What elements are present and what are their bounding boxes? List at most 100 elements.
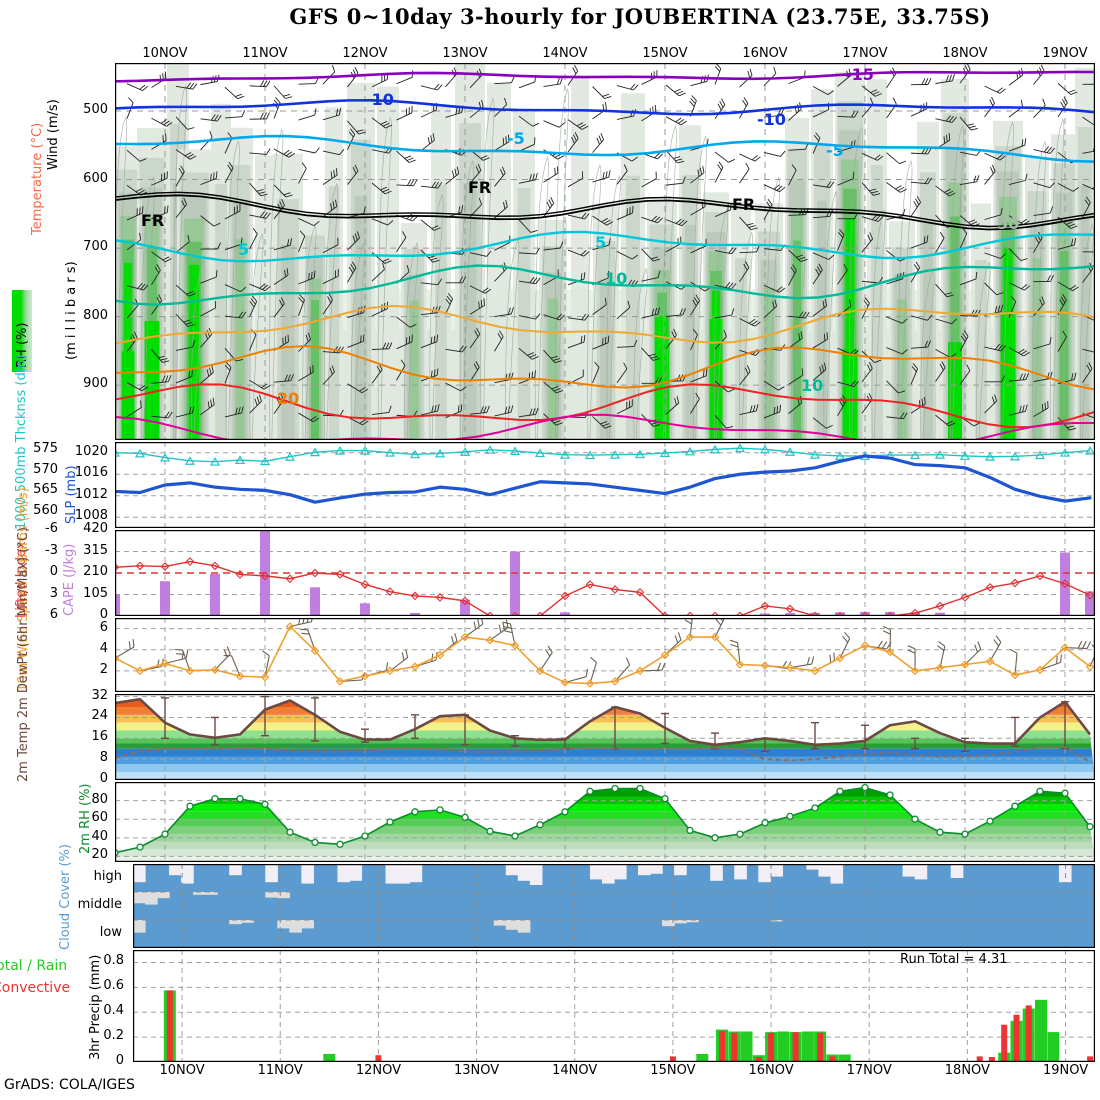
temperature-contour-freezing xyxy=(115,191,1095,228)
wind-barb-feather xyxy=(679,308,683,316)
wind-barb-feather xyxy=(382,122,390,127)
wind-barb-feather xyxy=(826,424,833,429)
wind-barb-feather xyxy=(460,386,467,392)
lifted-index-marker xyxy=(360,580,370,589)
wind-barb-feather xyxy=(651,215,658,222)
wind-barb-feather xyxy=(480,618,484,625)
lifted-index-marker xyxy=(135,561,145,571)
wind-barb-feather xyxy=(1022,373,1027,381)
wind-barb-feather xyxy=(235,93,242,98)
rh-shade-core xyxy=(842,349,858,440)
wind-barb-feather xyxy=(431,225,439,230)
wind-barb-feather xyxy=(742,100,747,107)
rh-contour-line xyxy=(606,175,621,440)
wind-barb-feather xyxy=(284,336,287,344)
panel-rh2m xyxy=(115,782,1095,862)
wind-barb-feather xyxy=(283,192,291,196)
wind-barb-feather xyxy=(187,234,190,242)
wind-barb-shaft xyxy=(763,248,781,251)
wind-barb-feather xyxy=(142,85,149,91)
rh-marker xyxy=(361,832,369,840)
wind-barb-feather xyxy=(655,376,659,384)
axis-tick-label: 0 xyxy=(99,607,108,622)
wind-barb-feather xyxy=(780,108,785,116)
rh-shade-plume xyxy=(950,216,960,440)
temp-dewpt-layers xyxy=(115,694,1095,780)
cloud-gap-bar xyxy=(349,864,363,881)
contour-label: -10 xyxy=(365,90,394,109)
wind-barb-feather xyxy=(951,116,957,123)
rh-marker xyxy=(661,795,669,803)
wind-barb-feather xyxy=(976,175,980,182)
wind-barb-shaft xyxy=(935,318,952,325)
wind-barb-feather xyxy=(262,650,270,657)
wind-barb-feather xyxy=(756,245,760,253)
wind-barb-feather xyxy=(869,232,874,240)
wind-barb-feather xyxy=(1049,206,1054,214)
wind-speed-marker xyxy=(135,666,145,676)
rh-marker xyxy=(986,817,994,825)
rh-marker xyxy=(411,808,419,816)
wind-barb-feather xyxy=(282,337,284,345)
rh-marker xyxy=(911,815,919,823)
wind-barb-feather xyxy=(1020,218,1028,224)
wind-barb-feather xyxy=(924,78,929,85)
wind-barb-feather xyxy=(266,148,271,155)
wind-barb-feather xyxy=(584,213,590,220)
wind-barb-feather xyxy=(505,199,508,208)
wind-barb-feather xyxy=(1025,373,1030,380)
cape-bar xyxy=(360,603,370,616)
li-cape-chart xyxy=(115,530,1095,616)
wind-barb-feather xyxy=(939,363,944,371)
axis-tick-label: 80 xyxy=(91,791,108,807)
wind-barb-feather xyxy=(362,334,365,342)
wind-barb-feather xyxy=(579,124,586,129)
temp-line xyxy=(115,697,1092,747)
temp-band xyxy=(115,730,1095,739)
wind-barb-feather xyxy=(557,155,564,160)
wind-barb-shaft xyxy=(739,153,756,162)
wind-barb-feather xyxy=(913,264,919,271)
wind-barb-feather xyxy=(850,380,857,387)
cloud-gap-bar xyxy=(133,892,146,904)
wind-barb-feather xyxy=(1020,258,1028,262)
thickness-marker xyxy=(909,450,921,460)
wind-barb-feather xyxy=(436,368,439,376)
wind-barb-feather xyxy=(532,122,540,127)
wind-barb-feather xyxy=(997,344,1003,351)
x-axis-tick-label: 18NOV xyxy=(944,1063,990,1078)
temperature-contour xyxy=(115,345,1095,391)
wind-barb-feather xyxy=(554,360,562,364)
cloud-gap-bar xyxy=(505,864,519,876)
wind-barb-feather xyxy=(692,328,698,335)
wind-barb-feather xyxy=(927,78,932,85)
rh-marker xyxy=(836,787,844,795)
wind-barb-feather xyxy=(602,93,610,97)
wind-barb-feather xyxy=(792,264,797,271)
wind-barb-feather xyxy=(137,282,143,289)
wind-barb-shaft xyxy=(115,646,135,659)
wind-barb-feather xyxy=(1062,330,1067,338)
wind-barb-feather xyxy=(583,272,586,280)
wind-barb-feather xyxy=(571,136,575,144)
wind-barb-feather xyxy=(290,374,295,381)
wind-barb-feather xyxy=(504,630,513,634)
rh-shade-plume xyxy=(188,264,200,440)
wind-barb-feather xyxy=(434,227,441,231)
wind-barb-feather xyxy=(434,181,440,189)
wind-barb-feather xyxy=(697,169,700,177)
wind-barb-feather xyxy=(446,295,452,302)
wind-barb-feather xyxy=(751,155,758,161)
contour-label: 5 xyxy=(595,233,606,252)
wind-barb-feather xyxy=(960,335,966,342)
wind-barb-feather xyxy=(878,276,884,284)
wind-barb-feather xyxy=(187,153,194,158)
wind-barb-feather xyxy=(653,423,661,427)
wind-speed-marker xyxy=(660,650,670,660)
rh-marker xyxy=(761,819,769,827)
rh2m-chart xyxy=(115,782,1095,862)
legend-precip-total: Total / Rain xyxy=(0,958,68,974)
wind-barb-shaft xyxy=(151,117,167,127)
wind-barb-feather xyxy=(241,311,247,319)
wind-barb-feather xyxy=(572,134,577,142)
